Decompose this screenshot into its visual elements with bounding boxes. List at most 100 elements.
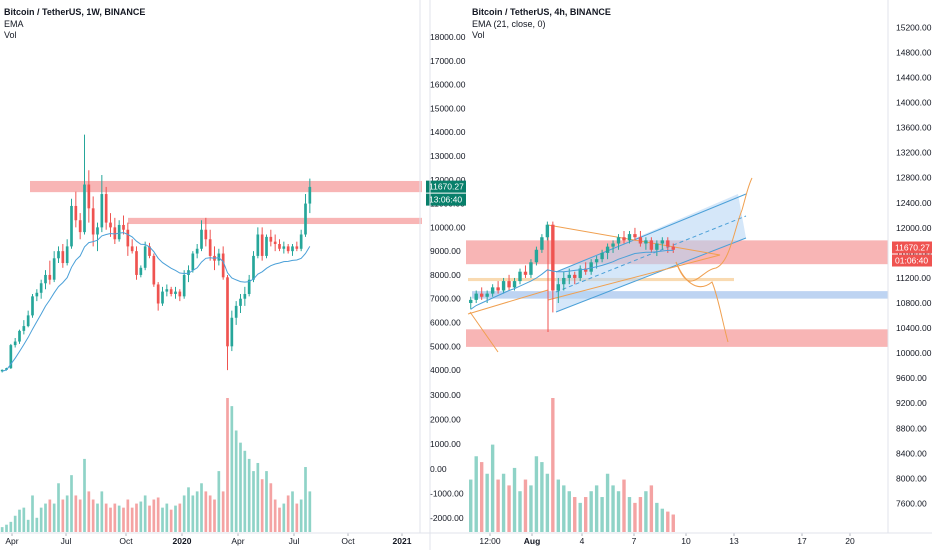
right-candle-body[interactable] [622, 237, 626, 241]
right-candle-body[interactable] [496, 287, 500, 291]
left-candle-body[interactable] [61, 251, 65, 264]
right-candle-body[interactable] [594, 259, 599, 263]
left-candle-body[interactable] [234, 305, 238, 318]
right-candle-body[interactable] [573, 274, 577, 278]
left-candle-body[interactable] [31, 296, 34, 316]
left-candle-body[interactable] [208, 239, 212, 256]
left-candle-body[interactable] [282, 246, 286, 249]
left-candle-body[interactable] [221, 253, 225, 278]
lower-trendline[interactable] [467, 289, 549, 315]
left-candle-body[interactable] [126, 229, 130, 247]
left-candle-body[interactable] [9, 345, 13, 369]
left-candle-body[interactable] [74, 205, 78, 221]
right-candle-body[interactable] [518, 271, 522, 282]
left-candle-body[interactable] [22, 326, 26, 331]
right-candle-body[interactable] [485, 293, 489, 297]
right-candle-body[interactable] [507, 281, 511, 288]
left-candle-body[interactable] [104, 194, 108, 223]
weekly-chart-pane[interactable]: 18000.00 17000.00 16000.00 15000.00 14000.00… [0, 7, 466, 546]
left-candle-body[interactable] [286, 246, 290, 252]
left-candle-body[interactable] [113, 227, 117, 240]
left-candle-body[interactable] [252, 255, 255, 280]
left-candle-body[interactable] [130, 246, 134, 252]
left-candle-body[interactable] [96, 227, 99, 235]
left-candle-body[interactable] [48, 274, 52, 280]
right-candle-body[interactable] [474, 293, 478, 300]
left-candle-body[interactable] [135, 251, 138, 275]
right-candle-body[interactable] [627, 234, 632, 241]
left-candle-body[interactable] [5, 368, 8, 370]
right-candle-body[interactable] [633, 234, 637, 238]
left-candle-body[interactable] [265, 236, 268, 256]
right-zone-support-blue[interactable] [472, 291, 888, 299]
left-candle-body[interactable] [165, 289, 169, 292]
right-candle-body[interactable] [479, 293, 484, 297]
right-candle-body[interactable] [589, 262, 593, 272]
left-candle-body[interactable] [91, 208, 95, 235]
left-candle-body[interactable] [304, 203, 307, 235]
left-candle-body[interactable] [226, 277, 229, 347]
right-candle-body[interactable] [469, 299, 473, 304]
right-candle-body[interactable] [649, 240, 654, 250]
left-candle-body[interactable] [39, 283, 43, 293]
left-candle-body[interactable] [291, 246, 294, 252]
left-candle-body[interactable] [273, 241, 277, 245]
upper-trendline[interactable] [469, 311, 499, 353]
left-candle-body[interactable] [200, 229, 203, 249]
right-candle-body[interactable] [501, 281, 506, 291]
right-candle-body[interactable] [666, 240, 670, 247]
right-candle-body[interactable] [562, 277, 566, 285]
left-candle-body[interactable] [122, 224, 125, 230]
left-candle-body[interactable] [161, 291, 164, 304]
right-candle-body[interactable] [551, 224, 555, 291]
left-candle-body[interactable] [139, 267, 143, 275]
left-candle-body[interactable] [295, 246, 299, 249]
left-candle-body[interactable] [182, 274, 186, 297]
channel-upper-line[interactable] [555, 193, 747, 273]
left-zone-resistance-10400[interactable] [128, 217, 422, 225]
right-candle-body[interactable] [545, 224, 550, 238]
left-candle-body[interactable] [26, 315, 30, 327]
left-candle-body[interactable] [117, 224, 121, 240]
right-candle-body[interactable] [616, 237, 621, 244]
left-candle-body[interactable] [204, 229, 208, 240]
left-candle-body[interactable] [44, 274, 47, 284]
right-candle-body[interactable] [578, 268, 582, 278]
left-candle-body[interactable] [239, 298, 242, 306]
left-candle-body[interactable] [278, 244, 281, 249]
left-candle-body[interactable] [191, 253, 195, 271]
right-candle-body[interactable] [600, 252, 604, 260]
left-candle-body[interactable] [148, 246, 151, 256]
triangle-lines[interactable] [547, 224, 721, 301]
left-candle-body[interactable] [243, 293, 247, 299]
left-candle-body[interactable] [299, 234, 303, 249]
right-candle-body[interactable] [638, 237, 643, 244]
right-candle-body[interactable] [523, 271, 528, 275]
right-candle-body[interactable] [540, 237, 544, 250]
channel-mid-line[interactable] [555, 215, 747, 293]
right-candle-body[interactable] [529, 262, 533, 275]
left-candle-body[interactable] [152, 255, 156, 285]
left-candle-body[interactable] [52, 258, 56, 280]
left-candle-body[interactable] [195, 248, 199, 254]
4h-chart-pane[interactable]: 15200.00 14800.00 14400.00 14000.00 13600.00… [466, 7, 932, 546]
bearish-projection-path[interactable] [675, 261, 729, 343]
left-candle-body[interactable] [256, 234, 260, 256]
channel-lower-line[interactable] [555, 237, 747, 313]
left-candle-body[interactable] [156, 284, 160, 304]
left-candle-body[interactable] [57, 251, 60, 259]
left-candle-body[interactable] [174, 291, 177, 294]
right-candle-body[interactable] [605, 246, 610, 253]
left-candle-body[interactable] [230, 317, 234, 347]
right-candle-body[interactable] [660, 240, 665, 244]
left-candle-body[interactable] [143, 246, 147, 268]
right-candle-body[interactable] [644, 240, 648, 244]
left-candle-body[interactable] [87, 184, 91, 209]
right-candle-body[interactable] [671, 246, 675, 250]
left-candle-body[interactable] [187, 270, 190, 275]
left-candle-body[interactable] [78, 220, 82, 233]
left-candle-body[interactable] [35, 292, 39, 297]
left-candle-body[interactable] [169, 289, 173, 294]
right-candle-body[interactable] [490, 287, 495, 294]
